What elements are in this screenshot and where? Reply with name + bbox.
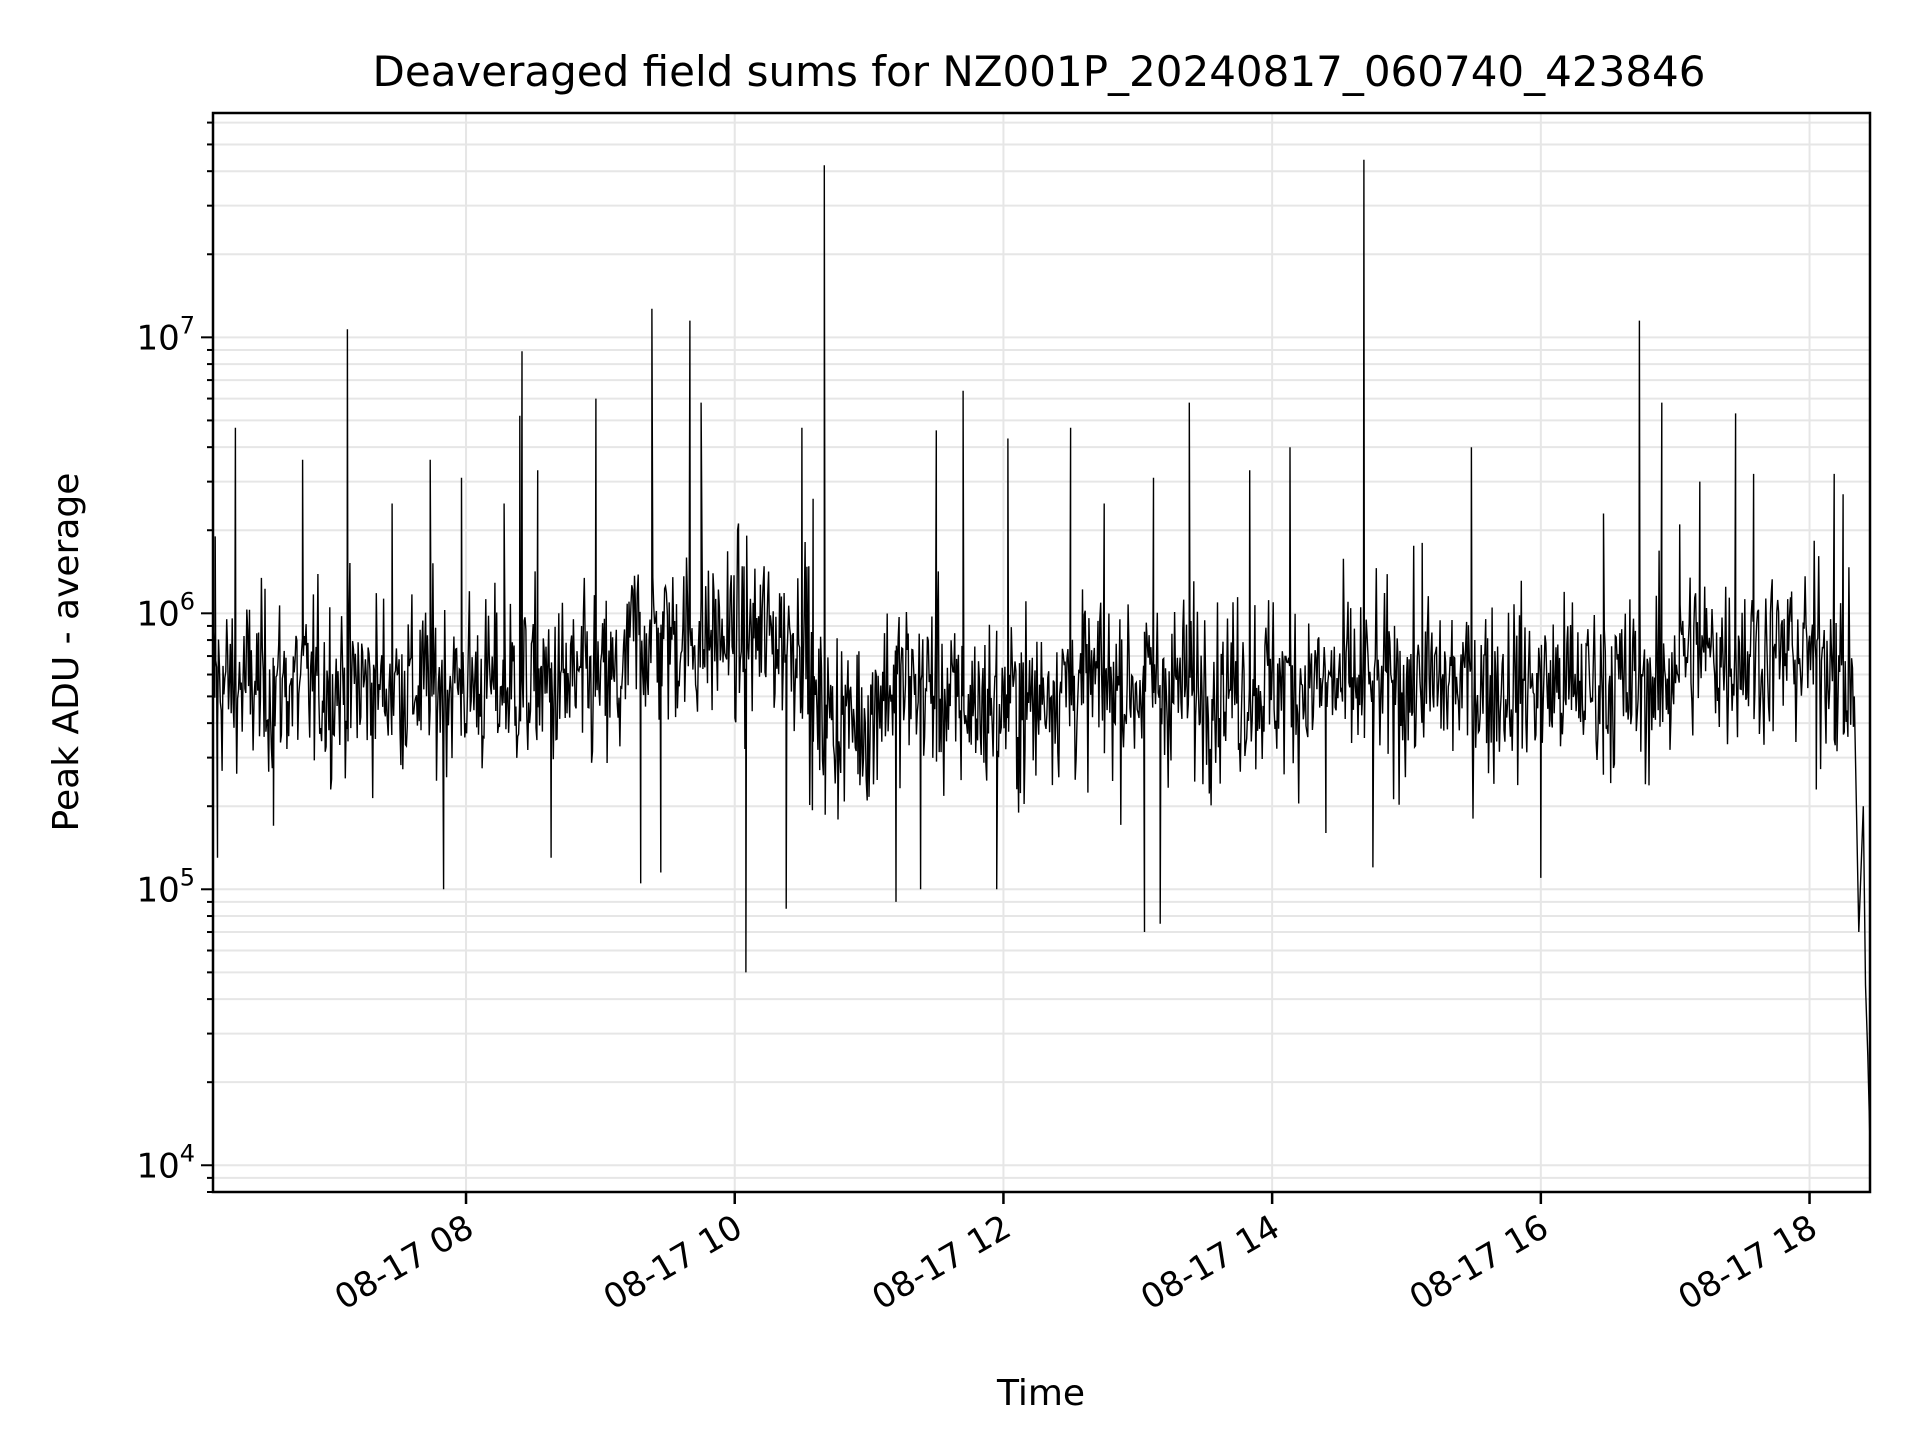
plot-frame [211, 111, 1872, 1194]
x-tick-label: 08-17 18 [1672, 1207, 1824, 1318]
series-line [212, 159, 1871, 1144]
y-axis: 104 105 106 107 [136, 121, 213, 1193]
y-tick-label: 107 [136, 311, 195, 358]
x-tick-label: 08-17 08 [328, 1207, 480, 1318]
series-path [212, 159, 1871, 1144]
x-tick-label: 08-17 16 [1403, 1207, 1555, 1318]
y-tick-label: 105 [136, 863, 195, 910]
chart-title: Deaveraged field sums for NZ001P_2024081… [373, 47, 1706, 96]
x-tick-label: 08-17 12 [866, 1207, 1018, 1318]
x-axis: 08-17 08 08-17 10 08-17 12 08-17 14 08-17 16… [328, 1192, 1824, 1318]
y-tick-label: 104 [136, 1139, 195, 1186]
grid [213, 113, 1870, 1193]
y-tick-label: 106 [136, 587, 195, 634]
x-tick-label: 08-17 14 [1134, 1207, 1286, 1318]
x-axis-label: Time [996, 1373, 1085, 1414]
x-tick-label: 08-17 10 [597, 1207, 749, 1318]
y-axis-label: Peak ADU - average [46, 473, 87, 832]
